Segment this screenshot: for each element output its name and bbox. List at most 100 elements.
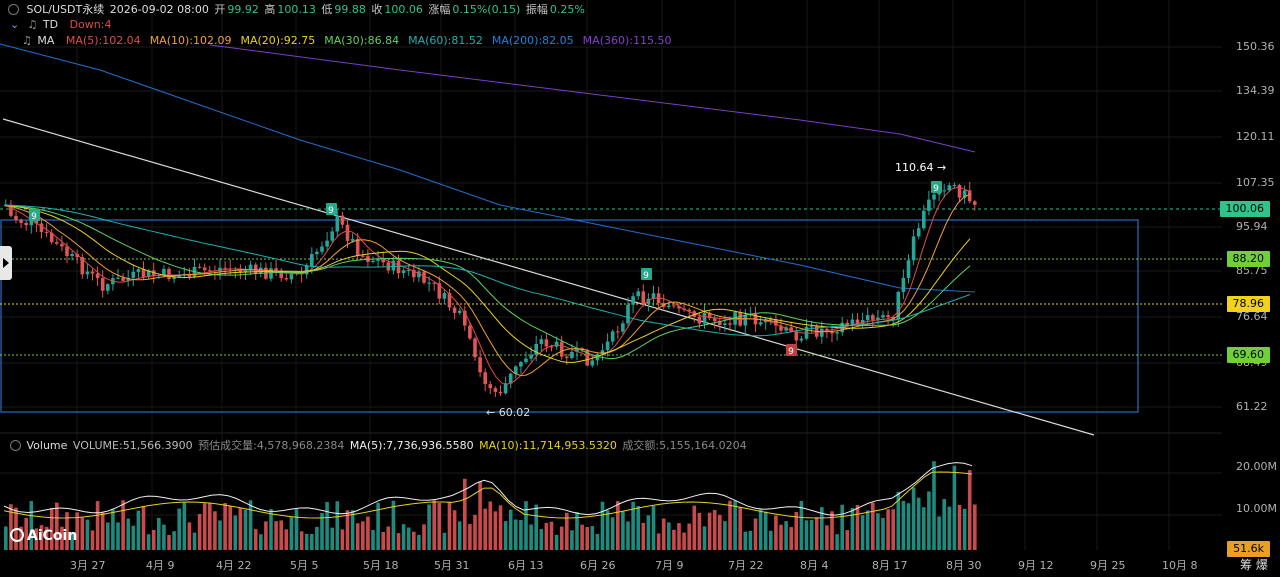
ma360-line [209, 44, 976, 153]
candle-body [641, 291, 646, 304]
candle-body [345, 224, 350, 241]
price-marker: 69.60 [1226, 347, 1270, 363]
volume-header[interactable]: Volume VOLUME:51,566.3900 预估成交量:4,578,96… [10, 438, 749, 453]
volume-bar [651, 505, 656, 550]
candle-body [473, 338, 477, 358]
candle-body [952, 184, 957, 186]
visibility-circle-icon[interactable] [10, 440, 21, 451]
volume-bar [794, 511, 799, 550]
volume-bar [942, 499, 946, 550]
ma-item-0: MA(5):102.04 [65, 34, 141, 47]
volume-bar [350, 510, 355, 550]
panel-toggle-button[interactable] [0, 246, 12, 280]
trend-line [2, 118, 1095, 436]
candle-body [697, 316, 702, 324]
ma200-line [0, 43, 976, 293]
candle-body [922, 210, 926, 229]
candle-body [208, 270, 212, 272]
volume-bar [539, 529, 544, 550]
volume-bar [243, 509, 248, 550]
ma-item-4: MA(60):81.52 [408, 34, 483, 47]
volume-bar [269, 509, 273, 550]
volume-bar [825, 525, 829, 550]
volume-bar [559, 526, 564, 550]
candle-body [967, 190, 972, 202]
volume-bar [610, 517, 615, 550]
candle-body [830, 331, 834, 334]
volume-bar [60, 526, 64, 550]
candle-body [320, 246, 324, 252]
volume-bar [804, 520, 809, 550]
candle-body [447, 292, 452, 308]
volume-bar [233, 515, 238, 550]
candle-body [605, 341, 610, 351]
volume-bar [820, 507, 824, 550]
candle-body [253, 264, 258, 274]
ma-item-2: MA(20):92.75 [240, 34, 316, 47]
volume-bar [116, 522, 120, 550]
volume-bar [192, 532, 197, 550]
low-annotation: ← 60.02 [486, 406, 531, 419]
volume-bar [70, 531, 74, 550]
candle-body [758, 322, 763, 325]
candle-body [126, 277, 130, 281]
td-nine-marker [326, 203, 337, 215]
candle-body [289, 274, 294, 280]
chevron-down-icon[interactable]: ⌄ [10, 18, 20, 31]
date-tick: 8月 30 [946, 559, 982, 572]
volume-bar [712, 510, 717, 550]
volume-bar [707, 512, 712, 550]
candle-body [595, 354, 600, 361]
td-nine-marker [641, 268, 652, 280]
td-nine-marker [29, 209, 40, 221]
close-label: 收 [371, 3, 383, 16]
volume-bar [463, 478, 467, 550]
date-tick: 8月 17 [872, 559, 908, 572]
volume-bar [172, 531, 176, 550]
candle-body [789, 327, 793, 332]
volume-bar [865, 510, 870, 550]
volume-bar [626, 521, 630, 550]
volume-bar [728, 500, 732, 550]
td-indicator-header[interactable]: ⌄ ♫ TD Down:4 [10, 18, 113, 32]
candle-body [197, 266, 202, 268]
date-tick: 5月 31 [434, 559, 470, 572]
candle-body [718, 321, 722, 325]
aicoin-logo: AiCoin [10, 528, 77, 544]
volume-bar [549, 521, 554, 550]
volume-bar [595, 533, 600, 550]
volume-ma5-line [3, 462, 973, 516]
candle-body [248, 264, 253, 271]
volume-bar [284, 529, 289, 550]
volume-ma5: MA(5):7,736,936.5580 [349, 439, 474, 452]
change-label: 涨幅 [428, 3, 451, 16]
volume-bar [565, 512, 569, 550]
high-value: 100.13 [277, 3, 316, 16]
volume-bar [962, 508, 967, 550]
volume-bar [9, 504, 13, 550]
date-tick: 6月 26 [580, 559, 616, 572]
candle-body [274, 268, 278, 271]
volume-bar [157, 517, 161, 550]
candle-body [406, 269, 411, 271]
volume-bar [656, 533, 661, 550]
candle-body [769, 319, 773, 321]
volume-bar [355, 523, 360, 550]
bell-icon[interactable]: ♫ [22, 34, 32, 47]
bell-icon[interactable]: ♫ [27, 18, 38, 31]
footer-tools[interactable]: 筹 爆 [1240, 558, 1268, 572]
volume-bar [4, 526, 8, 550]
candle-body [498, 391, 503, 394]
ma30-line [3, 204, 971, 360]
candle-body [651, 293, 656, 299]
settings-circle-icon[interactable] [8, 4, 19, 15]
volume-bar [697, 512, 702, 550]
candle-body [728, 323, 732, 325]
date-tick: 9月 12 [1018, 559, 1054, 572]
candle-body [187, 273, 192, 277]
volume-bar [325, 501, 329, 550]
ma-indicator-header[interactable]: ♫ MA MA(5):102.04 MA(10):102.09 MA(20):92.… [10, 34, 682, 48]
volume-bar [182, 502, 187, 550]
candle-body [534, 344, 538, 355]
